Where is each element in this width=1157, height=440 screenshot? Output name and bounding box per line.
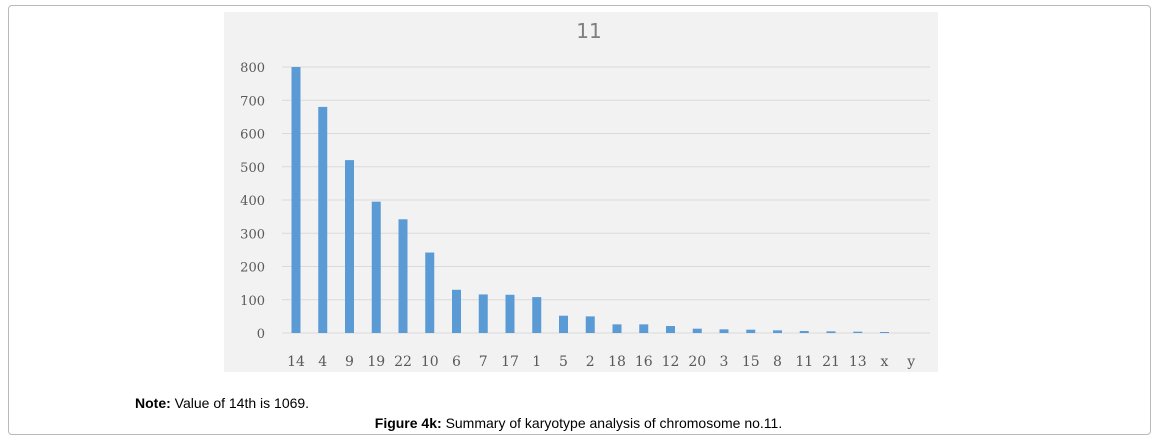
x-tick-label: 21 (822, 354, 840, 370)
caption-label: Figure 4k: (374, 415, 442, 431)
y-tick-label: 400 (240, 194, 265, 209)
bar (345, 160, 354, 333)
x-tick-label: 18 (608, 354, 626, 370)
gridlines (282, 66, 930, 334)
x-tick-label: 6 (452, 354, 461, 370)
bar (291, 67, 301, 333)
bar (719, 329, 729, 333)
bar (371, 201, 381, 333)
x-axis-ticks: 14 4 9 19 22 10 6 7 17 1 5 2 18 16 12 20 3 15 8 11 21 13 x y (287, 354, 915, 370)
y-tick-label: 600 (240, 128, 265, 143)
bar (532, 297, 542, 333)
x-tick-label: 10 (421, 354, 439, 370)
x-tick-label: 2 (586, 354, 595, 370)
x-tick-label: y (906, 354, 915, 370)
x-tick-label: 4 (318, 354, 327, 370)
x-tick-label: 17 (501, 354, 519, 370)
y-axis-ticks: 0 100 200 300 400 500 600 700 800 (240, 61, 265, 342)
x-tick-label: x (881, 354, 889, 370)
bar (478, 294, 488, 333)
x-tick-label: 8 (773, 354, 782, 370)
bar (398, 219, 408, 333)
y-tick-label: 100 (240, 294, 265, 309)
bar (746, 329, 756, 333)
bar (773, 330, 782, 333)
bar (799, 331, 809, 333)
x-tick-label: 11 (795, 354, 813, 370)
x-tick-label: 19 (367, 354, 385, 370)
bar (639, 324, 649, 333)
bar (318, 106, 328, 334)
x-tick-label: 16 (635, 354, 653, 370)
bar (826, 331, 836, 333)
x-tick-label: 12 (662, 354, 680, 370)
bars (291, 67, 889, 334)
caption-text: Summary of karyotype analysis of chromos… (445, 415, 783, 431)
bar (612, 324, 622, 333)
bar (559, 315, 568, 333)
figure-caption: Figure 4k: Summary of karyotype analysis… (0, 415, 1157, 431)
x-tick-label: 15 (742, 354, 760, 370)
y-tick-label: 500 (240, 161, 265, 176)
x-tick-label: 1 (532, 354, 541, 370)
bar (505, 294, 515, 333)
bar (666, 326, 675, 333)
x-tick-label: 22 (394, 354, 412, 370)
y-tick-label: 700 (240, 94, 265, 109)
y-tick-label: 200 (240, 261, 265, 276)
y-tick-label: 300 (240, 227, 265, 242)
y-tick-label: 800 (240, 61, 265, 76)
figure-note: Note: Value of 14th is 1069. (135, 395, 309, 411)
x-tick-label: 9 (345, 354, 354, 370)
bar (853, 331, 863, 333)
bar (880, 332, 889, 333)
bar (585, 316, 595, 333)
figure-frame (8, 5, 1151, 435)
x-tick-label: 5 (559, 354, 568, 370)
bar-chart: 11 0 100 200 300 400 500 600 700 800 14 4 9 19 22 10 6… (240, 19, 930, 370)
note-text: Value of 14th is 1069. (174, 395, 310, 411)
bar (692, 328, 702, 333)
note-label: Note: (135, 395, 171, 411)
x-tick-label: 3 (720, 354, 729, 370)
x-tick-label: 14 (287, 354, 305, 370)
bar (452, 289, 461, 333)
bar (425, 252, 435, 333)
x-tick-label: 7 (479, 354, 488, 370)
chart-title: 11 (576, 19, 601, 43)
x-tick-label: 13 (849, 354, 867, 370)
x-tick-label: 20 (688, 354, 706, 370)
y-tick-label: 0 (257, 327, 265, 342)
chart-area: 11 0 100 200 300 400 500 600 700 800 14 4 9 19 22 10 6… (224, 12, 938, 372)
